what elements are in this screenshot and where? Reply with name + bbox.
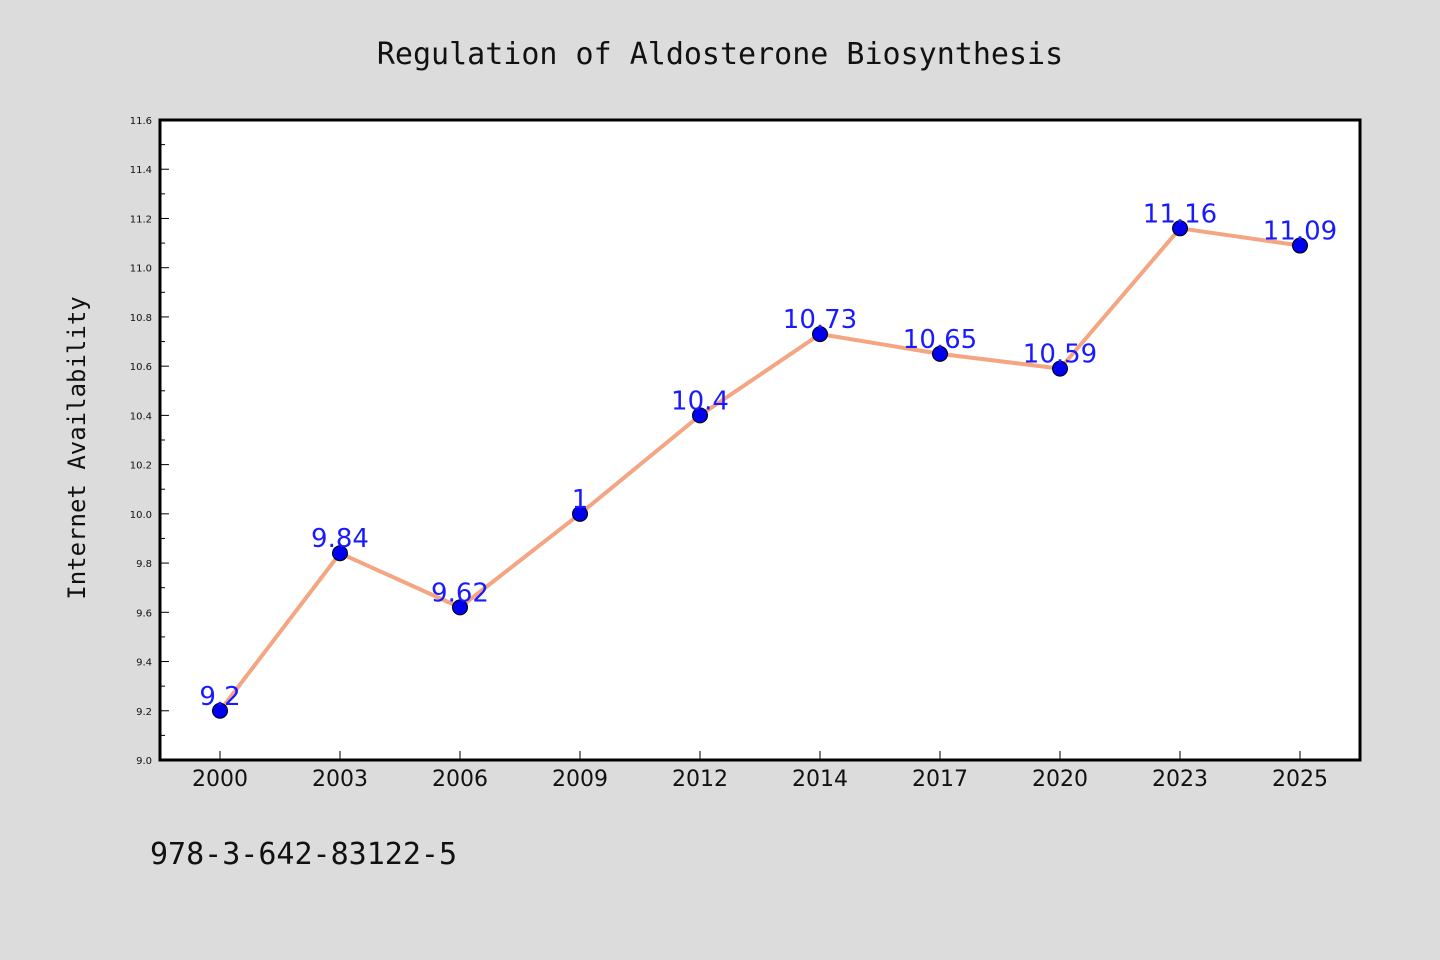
x-tick-label: 2006 [432,767,488,792]
x-tick-label: 2020 [1032,767,1088,792]
data-label: 11.16 [1143,199,1217,229]
y-tick-label: 9.8 [136,559,152,570]
y-tick-label: 9.6 [136,608,152,619]
data-label: 10.73 [783,305,857,335]
data-point [1292,237,1308,254]
x-tick-label: 2003 [312,767,368,792]
data-point [1172,220,1188,237]
y-tick-label: 10.4 [130,411,152,422]
x-tick-label: 2025 [1272,767,1328,792]
data-label: 10.4 [671,386,729,416]
y-axis-ticks: 9.0 9.2 9.4 9.6 9.8 10.0 10.2 10.4 10.6 10.8 11.0 1… [130,116,169,767]
y-tick-label: 11.2 [130,214,152,225]
data-label: 1 [572,485,589,515]
data-point [332,545,348,562]
series-layer: 9.2 9.84 9.62 1 10.4 10.73 10.65 10.59 11.16 11.0… [199,199,1337,719]
data-point [452,599,468,616]
x-tick-label: 2000 [192,767,248,792]
y-tick-label: 10.0 [130,510,152,521]
data-point [1052,360,1068,377]
data-point [572,505,588,522]
y-tick-label: 10.2 [130,461,152,472]
y-tick-label: 11.6 [130,116,152,127]
data-label: 10.59 [1023,340,1097,370]
y-tick-label: 11.0 [130,264,152,275]
x-tick-label: 2012 [672,767,728,792]
data-point [932,345,948,362]
y-tick-label: 9.0 [136,756,152,767]
y-tick-label: 10.8 [130,313,152,324]
data-point [692,407,708,424]
x-tick-label: 2014 [792,767,848,792]
data-point [212,702,228,719]
data-point [812,326,828,343]
y-tick-label: 9.4 [136,658,152,669]
y-axis-label: Internet Availability [63,296,91,599]
x-tick-label: 2017 [912,767,968,792]
y-tick-label: 11.4 [130,165,152,176]
data-label: 10.65 [903,325,977,355]
y-tick-label: 9.2 [136,707,152,718]
y-tick-label: 10.6 [130,362,152,373]
series-line [218,226,1301,712]
x-axis-ticks: 2000 2003 2006 2009 2012 2014 2017 2020 2023 2025 [192,751,1328,792]
chart-title: Regulation of Aldosterone Biosynthesis [377,37,1063,72]
plot-area [158,118,1362,762]
data-label: 9.62 [431,578,489,608]
x-tick-label: 2023 [1152,767,1208,792]
x-tick-label: 2009 [552,767,608,792]
data-label: 11.09 [1263,217,1337,247]
data-label: 9.2 [199,682,240,712]
data-label: 9.84 [311,524,369,554]
chart-annotation: 978-3-642-83122-5 [150,837,457,872]
